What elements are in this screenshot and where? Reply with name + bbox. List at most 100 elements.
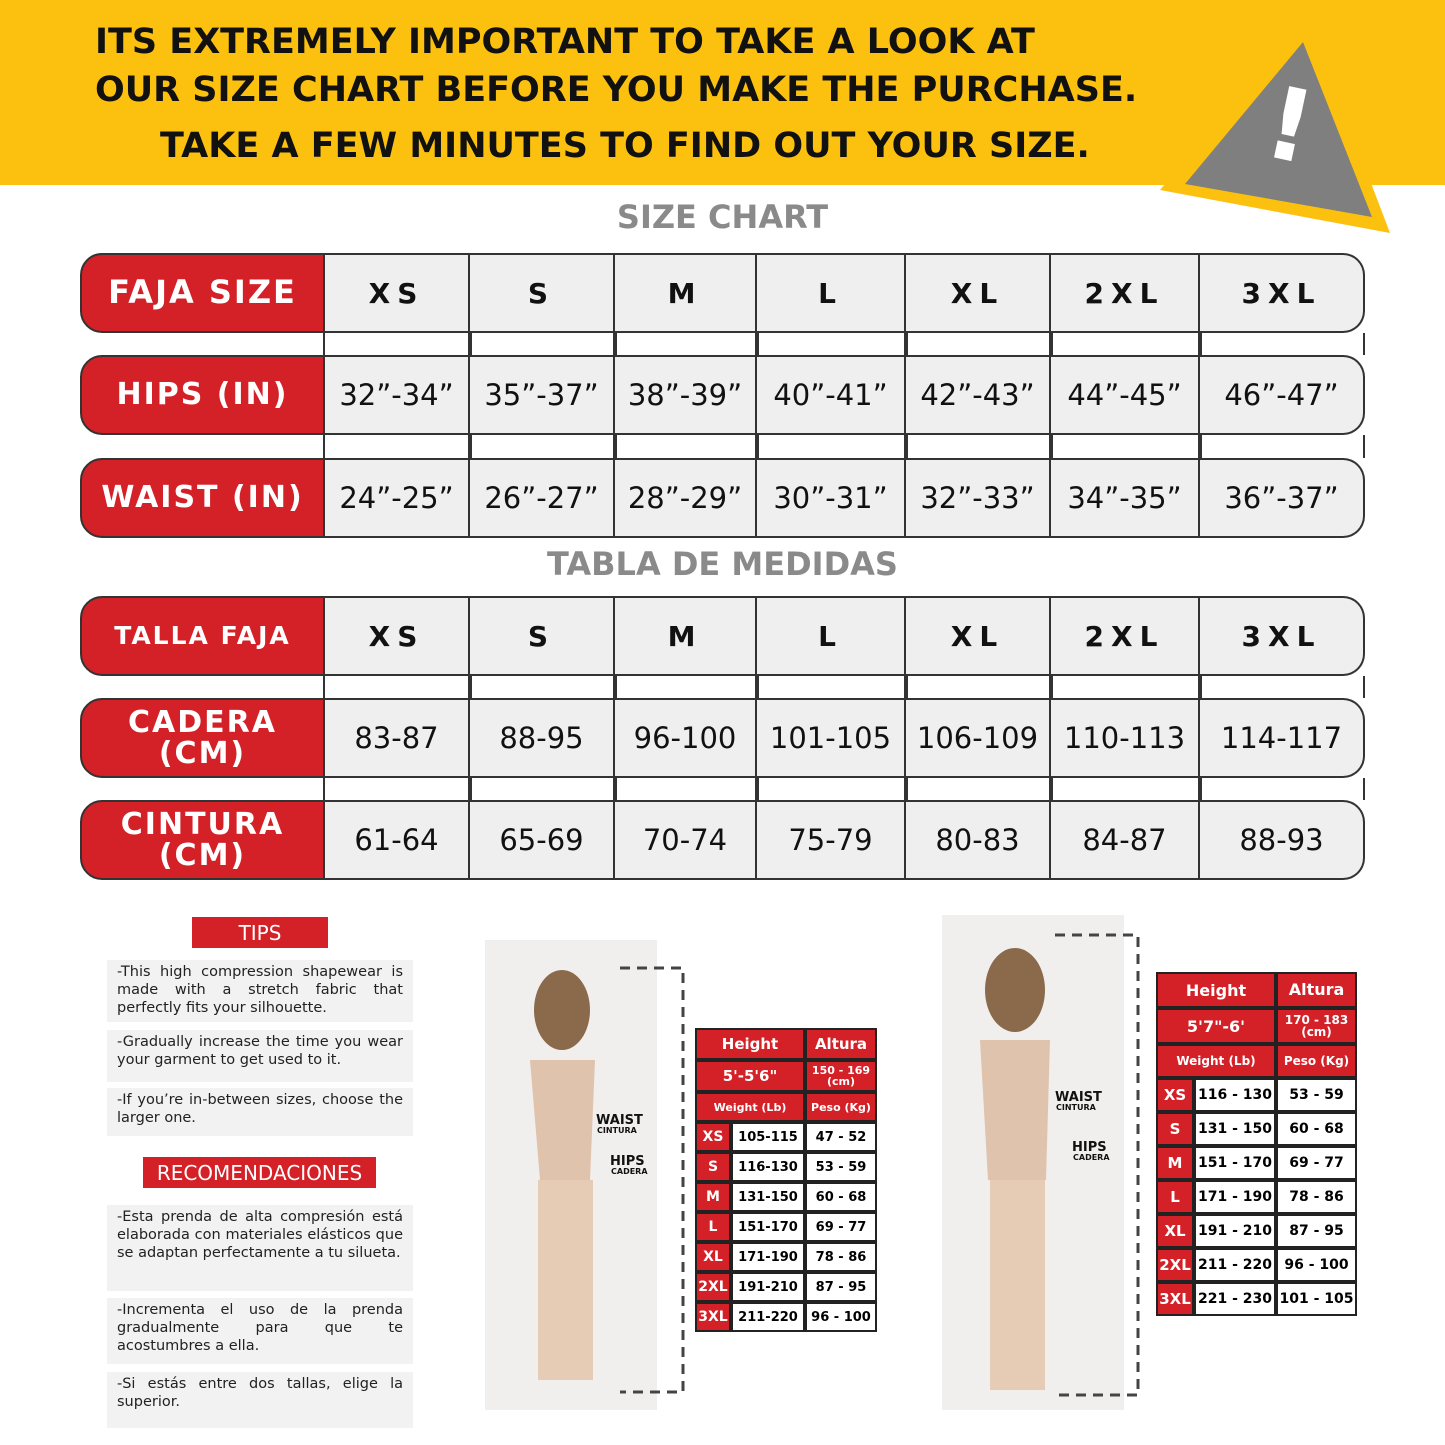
tips-title: RECOMENDACIONES — [143, 1157, 376, 1188]
gap-cell — [470, 333, 615, 355]
size-cell: 28”-29” — [615, 458, 757, 538]
gap-cell — [1200, 676, 1365, 698]
figure-legs — [538, 1180, 593, 1380]
gap-cell — [906, 435, 1051, 458]
figure-legs — [990, 1180, 1045, 1390]
table-header: 5'7"-6' — [1156, 1008, 1276, 1044]
row-label: HIPS (IN) — [80, 355, 325, 435]
figure-hair — [985, 948, 1045, 1032]
table-header: Altura — [805, 1028, 877, 1060]
gap-cell — [323, 676, 470, 698]
gap-cell — [1200, 435, 1365, 458]
measure-sublabel: CADERA — [611, 1167, 648, 1176]
weight-kg: 96 - 100 — [805, 1302, 877, 1332]
row-label: CADERA (CM) — [80, 698, 325, 778]
gap-cell — [757, 435, 906, 458]
gap-cell — [1051, 333, 1200, 355]
size-cell: 84-87 — [1051, 800, 1200, 880]
size-cell: XL — [906, 596, 1051, 676]
size-cell: 32”-34” — [323, 355, 470, 435]
section-title: TABLA DE MEDIDAS — [547, 545, 898, 583]
weight-lb: 151-170 — [731, 1212, 805, 1242]
table-header: Altura — [1276, 972, 1357, 1008]
weight-lb: 105-115 — [731, 1122, 805, 1152]
gap-cell — [1200, 333, 1365, 355]
weight-kg: 87 - 95 — [805, 1272, 877, 1302]
measure-label: HIPS — [610, 1154, 645, 1169]
warning-triangle — [1185, 42, 1372, 217]
figure-hair — [534, 970, 590, 1050]
table-header: Peso (Kg) — [1276, 1044, 1357, 1078]
measure-sublabel: CADERA — [1073, 1153, 1110, 1162]
size-cell: XL — [906, 253, 1051, 333]
size-cell: 96-100 — [615, 698, 757, 778]
gap-cell — [1051, 676, 1200, 698]
table-header: Height — [695, 1028, 805, 1060]
size-cell: 46”-47” — [1200, 355, 1365, 435]
weight-lb: 116-130 — [731, 1152, 805, 1182]
size-cell: XS — [323, 253, 470, 333]
size-label: XL — [695, 1242, 731, 1272]
size-cell: 40”-41” — [757, 355, 906, 435]
measure-sublabel: CINTURA — [597, 1126, 637, 1135]
size-cell: 35”-37” — [470, 355, 615, 435]
tip-text: -Si estás entre dos tallas, elige la sup… — [107, 1372, 413, 1428]
dashed-bracket — [1055, 933, 1140, 1397]
weight-lb: 171 - 190 — [1194, 1180, 1276, 1214]
weight-kg: 47 - 52 — [805, 1122, 877, 1152]
size-cell: S — [470, 596, 615, 676]
size-label: M — [695, 1182, 731, 1212]
size-label: S — [695, 1152, 731, 1182]
banner-line: OUR SIZE CHART BEFORE YOU MAKE THE PURCH… — [95, 70, 1138, 110]
gap-cell — [323, 435, 470, 458]
weight-kg: 60 - 68 — [1276, 1112, 1357, 1146]
measure-label: WAIST — [1055, 1090, 1102, 1105]
weight-lb: 191-210 — [731, 1272, 805, 1302]
weight-lb: 221 - 230 — [1194, 1282, 1276, 1316]
table-header: Height — [1156, 972, 1276, 1008]
tips-title: TIPS — [192, 917, 328, 948]
size-cell: 110-113 — [1051, 698, 1200, 778]
row-label: TALLA FAJA — [80, 596, 325, 676]
size-label: 2XL — [1156, 1248, 1194, 1282]
size-cell: 24”-25” — [323, 458, 470, 538]
weight-kg: 87 - 95 — [1276, 1214, 1357, 1248]
weight-lb: 131-150 — [731, 1182, 805, 1212]
tip-text: -Incrementa el uso de la prenda gradualm… — [107, 1298, 413, 1364]
table-header: Weight (Lb) — [695, 1092, 805, 1122]
gap-cell — [615, 435, 757, 458]
table-header: 5'-5'6" — [695, 1060, 805, 1092]
figure-body — [530, 1060, 595, 1180]
row-label: CINTURA (CM) — [80, 800, 325, 880]
row-label: FAJA SIZE — [80, 253, 325, 333]
gap-cell — [906, 333, 1051, 355]
size-cell: 88-95 — [470, 698, 615, 778]
size-cell: 83-87 — [323, 698, 470, 778]
size-cell: 2XL — [1051, 253, 1200, 333]
gap-cell — [906, 676, 1051, 698]
section-title: SIZE CHART — [616, 198, 829, 236]
gap-cell — [1200, 778, 1365, 800]
row-label: WAIST (IN) — [80, 458, 325, 538]
size-cell: 26”-27” — [470, 458, 615, 538]
banner-line: ITS EXTREMELY IMPORTANT TO TAKE A LOOK A… — [95, 22, 1035, 62]
table-header: 170 - 183 (cm) — [1276, 1008, 1357, 1044]
size-cell: 88-93 — [1200, 800, 1365, 880]
size-cell: S — [470, 253, 615, 333]
size-cell: 75-79 — [757, 800, 906, 880]
tip-text: -Esta prenda de alta compresión está ela… — [107, 1205, 413, 1291]
weight-lb: 211 - 220 — [1194, 1248, 1276, 1282]
weight-kg: 96 - 100 — [1276, 1248, 1357, 1282]
size-cell: 36”-37” — [1200, 458, 1365, 538]
size-cell: 32”-33” — [906, 458, 1051, 538]
size-cell: 38”-39” — [615, 355, 757, 435]
size-cell: 70-74 — [615, 800, 757, 880]
size-label: 2XL — [695, 1272, 731, 1302]
size-cell: M — [615, 253, 757, 333]
figure-body — [980, 1040, 1050, 1180]
weight-kg: 78 - 86 — [1276, 1180, 1357, 1214]
weight-kg: 69 - 77 — [1276, 1146, 1357, 1180]
gap-cell — [1051, 778, 1200, 800]
